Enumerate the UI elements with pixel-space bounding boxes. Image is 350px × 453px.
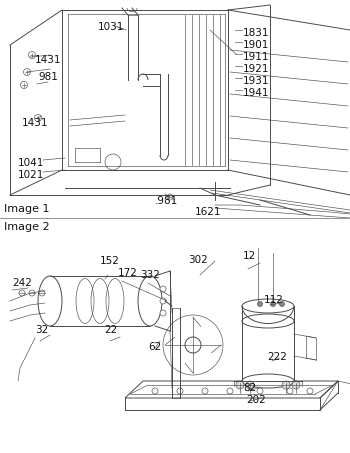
Circle shape <box>160 286 166 292</box>
Circle shape <box>258 302 262 307</box>
Ellipse shape <box>242 299 294 313</box>
Text: .981: .981 <box>155 196 178 206</box>
Circle shape <box>236 381 244 389</box>
Text: 1621: 1621 <box>195 207 222 217</box>
Text: 1431: 1431 <box>22 118 49 128</box>
Text: 202: 202 <box>246 395 266 405</box>
Ellipse shape <box>242 314 294 328</box>
Circle shape <box>271 302 275 307</box>
Text: 1431: 1431 <box>35 55 62 65</box>
Text: 152: 152 <box>100 256 120 266</box>
Text: 1831: 1831 <box>243 28 270 38</box>
Ellipse shape <box>138 276 162 326</box>
Circle shape <box>160 298 166 304</box>
Text: 332: 332 <box>140 270 160 280</box>
Text: 302: 302 <box>188 255 208 265</box>
Text: 1041: 1041 <box>18 158 44 168</box>
Circle shape <box>282 381 290 389</box>
Text: 1021: 1021 <box>18 170 44 180</box>
Ellipse shape <box>242 374 294 388</box>
Text: 222: 222 <box>267 352 287 362</box>
Circle shape <box>185 337 201 353</box>
Text: 242: 242 <box>12 278 32 288</box>
Ellipse shape <box>38 276 62 326</box>
Text: 22: 22 <box>104 325 117 335</box>
Text: 981: 981 <box>38 72 58 82</box>
Text: 32: 32 <box>35 325 48 335</box>
Bar <box>242 306 294 371</box>
Text: 172: 172 <box>118 268 138 278</box>
Text: 12: 12 <box>243 251 256 261</box>
Text: Image 2: Image 2 <box>4 222 50 232</box>
Circle shape <box>292 381 300 389</box>
Text: 1931: 1931 <box>243 76 270 86</box>
Circle shape <box>246 381 254 389</box>
Text: 1941: 1941 <box>243 88 270 98</box>
Text: 1031: 1031 <box>98 22 124 32</box>
Text: Image 1: Image 1 <box>4 204 49 214</box>
Circle shape <box>160 310 166 316</box>
Text: 1921: 1921 <box>243 64 270 74</box>
Text: 1911: 1911 <box>243 52 270 62</box>
Text: 112: 112 <box>264 295 284 305</box>
Circle shape <box>280 302 285 307</box>
Text: 62: 62 <box>148 342 161 352</box>
Text: 82: 82 <box>243 383 256 393</box>
Text: 1901: 1901 <box>243 40 270 50</box>
